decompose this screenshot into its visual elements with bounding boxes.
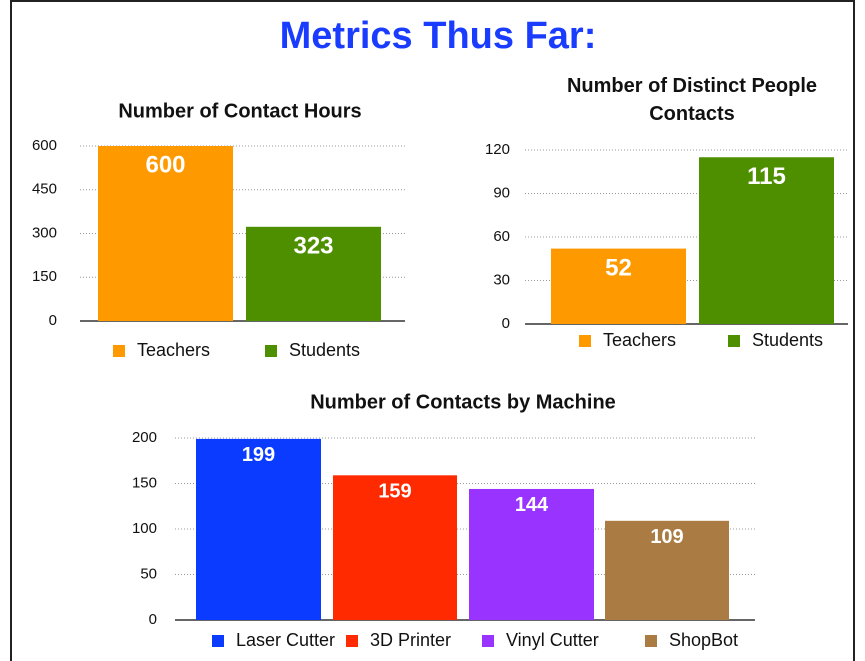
y-tick-label: 0 [149, 611, 157, 628]
chart-title: Number of Contact Hours [118, 100, 361, 122]
y-tick-label: 150 [132, 474, 157, 491]
value-label: 600 [145, 152, 185, 179]
legend-swatch [265, 345, 277, 357]
legend-swatch [113, 345, 125, 357]
y-tick-label: 150 [32, 268, 57, 285]
value-label: 199 [242, 444, 275, 466]
legend-swatch [212, 635, 224, 647]
value-label: 159 [378, 481, 411, 503]
value-label: 144 [515, 494, 549, 516]
bar [333, 475, 457, 620]
y-tick-label: 450 [32, 181, 57, 198]
y-tick-label: 90 [493, 184, 510, 201]
legend-label: Students [752, 330, 823, 350]
value-label: 109 [650, 526, 683, 548]
y-tick-label: 30 [493, 271, 510, 288]
legend-swatch [728, 335, 740, 347]
legend-label: 3D Printer [370, 630, 451, 650]
legend-label: Students [289, 340, 360, 360]
bar [196, 438, 321, 620]
legend-swatch [346, 635, 358, 647]
slide-title: Metrics Thus Far: [280, 15, 597, 57]
bar [699, 157, 834, 324]
bar [551, 248, 686, 324]
bar [469, 488, 594, 620]
y-tick-label: 0 [502, 315, 510, 332]
y-tick-label: 200 [132, 429, 157, 446]
frame [10, 0, 855, 661]
legend-swatch [645, 635, 657, 647]
y-tick-label: 100 [132, 520, 157, 537]
chart-title-box: Number of Distinct People Contacts [566, 75, 818, 125]
value-label: 115 [747, 163, 786, 190]
chart-title: Number of Distinct People Contacts [566, 75, 818, 125]
legend-label: Teachers [603, 330, 676, 350]
legend-label: ShopBot [669, 630, 738, 650]
y-tick-label: 600 [32, 137, 57, 154]
y-tick-label: 120 [485, 141, 510, 158]
legend-label: Vinyl Cutter [506, 630, 599, 650]
legend-swatch [482, 635, 494, 647]
value-label: 323 [293, 233, 333, 260]
chart-title: Number of Contacts by Machine [310, 391, 616, 413]
legend-label: Teachers [137, 340, 210, 360]
bar [246, 226, 381, 321]
y-tick-label: 300 [32, 224, 57, 241]
y-tick-label: 0 [49, 312, 57, 329]
y-tick-label: 60 [493, 228, 510, 245]
y-tick-label: 50 [140, 565, 157, 582]
bar [605, 520, 729, 620]
legend-swatch [579, 335, 591, 347]
value-label: 52 [605, 254, 632, 281]
bar [98, 146, 233, 321]
legend-label: Laser Cutter [236, 630, 335, 650]
